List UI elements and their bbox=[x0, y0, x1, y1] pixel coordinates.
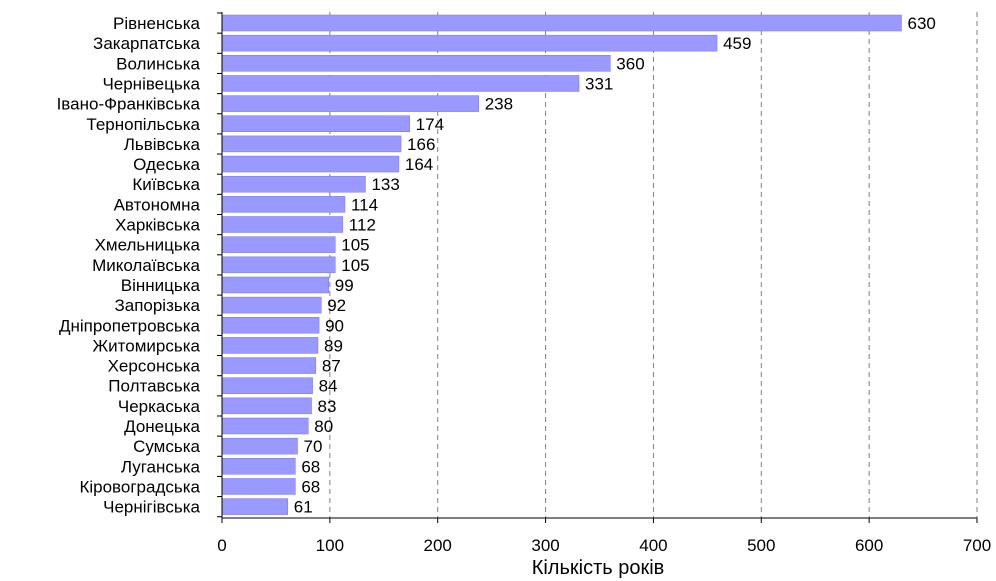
category-label: Черкаська bbox=[118, 397, 201, 416]
value-label: 133 bbox=[371, 175, 399, 194]
x-tick-label: 700 bbox=[963, 536, 991, 555]
bar bbox=[221, 377, 313, 394]
bar bbox=[221, 498, 289, 515]
bar bbox=[221, 55, 611, 72]
x-tick-label: 500 bbox=[747, 536, 775, 555]
value-label: 68 bbox=[301, 457, 320, 476]
axes bbox=[217, 12, 978, 523]
category-label: Дніпропетровська bbox=[59, 316, 201, 335]
x-tick-label: 400 bbox=[639, 536, 667, 555]
value-labels: 6304593603312381741661641331141121051059… bbox=[294, 14, 936, 517]
category-label: Запорізька bbox=[114, 296, 200, 315]
x-tick-label: 300 bbox=[531, 536, 559, 555]
value-label: 630 bbox=[908, 14, 936, 33]
bar bbox=[221, 478, 296, 495]
bar bbox=[221, 95, 479, 112]
category-label: Полтавська bbox=[108, 377, 200, 396]
value-label: 68 bbox=[301, 477, 320, 496]
category-label: Хмельницька bbox=[95, 236, 201, 255]
category-label: Сумська bbox=[133, 437, 200, 456]
bars bbox=[221, 14, 902, 515]
category-label: Луганська bbox=[121, 457, 201, 476]
value-label: 84 bbox=[319, 377, 338, 396]
bar bbox=[221, 337, 319, 354]
value-label: 360 bbox=[616, 54, 644, 73]
value-label: 99 bbox=[335, 276, 354, 295]
category-label: Донецька bbox=[124, 417, 200, 436]
bar bbox=[221, 458, 296, 475]
x-tick-label: 600 bbox=[855, 536, 883, 555]
bar bbox=[221, 417, 309, 435]
bar bbox=[221, 236, 336, 253]
category-label: Миколаївська bbox=[92, 256, 200, 275]
value-label: 105 bbox=[341, 256, 369, 275]
category-label: Чернігівська bbox=[103, 498, 200, 517]
bar bbox=[221, 276, 330, 294]
value-label: 174 bbox=[416, 115, 444, 134]
bar bbox=[221, 75, 580, 92]
bar bbox=[221, 296, 322, 314]
value-label: 87 bbox=[322, 357, 341, 376]
category-labels: РівненськаЗакарпатськаВолинськаЧернівець… bbox=[57, 14, 201, 517]
bar bbox=[221, 397, 312, 415]
category-label: Закарпатська bbox=[93, 34, 200, 53]
bar bbox=[221, 317, 320, 334]
bar bbox=[221, 14, 902, 32]
x-tick-label: 0 bbox=[217, 536, 226, 555]
category-label: Волинська bbox=[116, 54, 200, 73]
bar bbox=[221, 256, 336, 274]
category-label: Харківська bbox=[115, 216, 200, 235]
category-label: Автономна bbox=[114, 195, 201, 214]
bar bbox=[221, 155, 400, 173]
value-label: 331 bbox=[585, 74, 613, 93]
category-label: Київська bbox=[132, 175, 200, 194]
value-label: 114 bbox=[351, 195, 378, 214]
bar bbox=[221, 196, 346, 213]
x-axis-title: Кількість років bbox=[532, 557, 665, 579]
x-tick-labels: 0 100 200 300 400 500 600 700 bbox=[217, 536, 991, 555]
bar bbox=[221, 357, 317, 374]
bar bbox=[221, 34, 718, 52]
category-label: Вінницька bbox=[121, 276, 201, 295]
category-label: Кіровоградська bbox=[79, 477, 200, 496]
category-label: Тернопільська bbox=[86, 115, 200, 134]
value-label: 90 bbox=[325, 316, 344, 335]
value-label: 112 bbox=[349, 216, 376, 235]
bar bbox=[221, 437, 298, 455]
value-label: 459 bbox=[723, 34, 751, 53]
value-label: 61 bbox=[294, 498, 313, 517]
value-label: 89 bbox=[324, 336, 343, 355]
category-label: Одеська bbox=[133, 155, 200, 174]
x-tick-label: 100 bbox=[316, 536, 344, 555]
category-label: Івано-Франківська bbox=[57, 95, 201, 114]
bar bbox=[221, 135, 402, 153]
value-label: 238 bbox=[485, 95, 513, 114]
value-label: 166 bbox=[407, 135, 435, 154]
bar bbox=[221, 175, 366, 193]
category-label: Чернівецька bbox=[102, 74, 200, 93]
value-label: 105 bbox=[341, 236, 369, 255]
category-label: Житомирська bbox=[92, 336, 200, 355]
value-label: 164 bbox=[405, 155, 433, 174]
value-label: 83 bbox=[318, 397, 337, 416]
category-label: Рівненська bbox=[113, 14, 201, 33]
value-label: 70 bbox=[304, 437, 323, 456]
category-label: Херсонська bbox=[108, 357, 201, 376]
category-label: Львівська bbox=[124, 135, 201, 154]
bar bbox=[221, 216, 344, 233]
value-label: 80 bbox=[314, 417, 333, 436]
bar bbox=[221, 115, 410, 132]
value-label: 92 bbox=[327, 296, 346, 315]
x-tick-label: 200 bbox=[424, 536, 452, 555]
